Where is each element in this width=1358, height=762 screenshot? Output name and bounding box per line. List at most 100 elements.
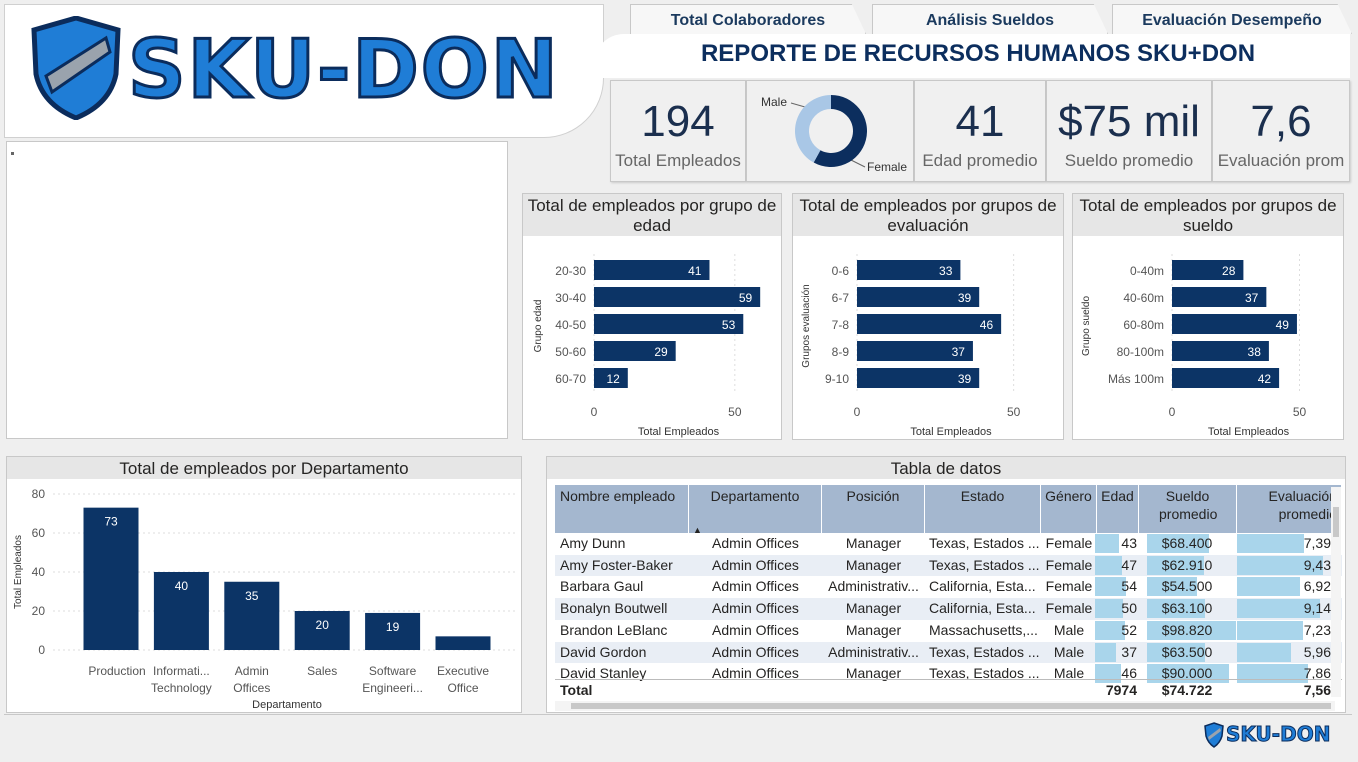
x-tick-label: 50	[728, 405, 742, 419]
table-row[interactable]: Amy Dunn Admin Offices Manager Texas, Estad…	[555, 533, 1342, 555]
table-row[interactable]: Amy Foster-Baker Admin Offices Manager Texa…	[555, 554, 1342, 577]
data-bar	[1237, 620, 1304, 640]
bar	[594, 368, 628, 388]
table-cell: 46	[1121, 665, 1137, 682]
vertical-scrollbar-thumb[interactable]	[1333, 507, 1339, 537]
data-label: 49	[1276, 318, 1290, 332]
chart-grupos-sueldo[interactable]: Total de empleados por grupos de sueldo …	[1072, 193, 1344, 440]
y-tick-label: 20	[32, 604, 46, 618]
x-tick-label: Executive	[437, 664, 489, 678]
data-bar	[1237, 642, 1292, 662]
col-estado[interactable]: Estado	[925, 485, 1041, 533]
y-axis-title: Grupos evaluación	[801, 284, 812, 367]
table-cell: Bonalyn Boutwell	[560, 600, 668, 617]
data-table-panel[interactable]: Tabla de datos Nombre empleado Departame…	[546, 456, 1346, 713]
tab-total-colaboradores[interactable]: Total Colaboradores	[630, 4, 866, 34]
table-row[interactable]: Bonalyn Boutwell Admin Offices Manager Cali…	[555, 598, 1342, 621]
total-label: Total	[560, 682, 593, 698]
chart-title: Total de empleados por Departamento	[7, 457, 521, 479]
table-cell: 47	[1121, 556, 1137, 573]
table-cell: 6,92	[1303, 578, 1331, 595]
y-tick-label: 60-70	[555, 372, 586, 386]
data-bar	[1147, 555, 1204, 575]
table-cell: Amy Dunn	[560, 535, 626, 551]
y-tick-label: 40-60m	[1123, 291, 1164, 305]
col-departamento-label: Departamento	[710, 488, 800, 504]
chart-departamento[interactable]: Total de empleados por Departamento 0 20 4…	[6, 456, 522, 713]
table-row[interactable]: Barbara Gaul Admin Offices Administrativ..…	[555, 576, 1342, 599]
table-cell: David Stanley	[560, 665, 647, 682]
empty-visual-panel[interactable]	[6, 141, 508, 439]
y-tick-label: 60-80m	[1123, 318, 1164, 332]
data-bar	[1095, 620, 1125, 640]
chart-grupo-edad[interactable]: Total de empleados por grupo de edad 0 50…	[522, 193, 782, 440]
table-cell: David Gordon	[560, 643, 647, 660]
table-cell: 52	[1121, 621, 1137, 638]
bar	[594, 341, 676, 361]
table-cell: Manager	[845, 621, 902, 638]
table-cell: Male	[1053, 643, 1085, 660]
y-axis-title: Total Empleados	[13, 535, 24, 609]
kpi-sueldo-promedio: $75 mil Sueldo promedio	[1046, 80, 1212, 182]
kpi-value: 41	[955, 97, 1005, 146]
table-cell: Admin Offices	[712, 643, 799, 660]
col-sueldo-promedio[interactable]: Sueldo promedio	[1139, 485, 1237, 533]
x-tick-label: Production	[88, 664, 145, 678]
total-sueldo: $74.722	[1161, 682, 1213, 698]
y-tick-label: 20-30	[555, 264, 586, 278]
y-tick-label: 40	[32, 565, 46, 579]
data-label: 37	[952, 345, 966, 359]
horizontal-scrollbar[interactable]	[555, 701, 1335, 711]
chart-svg: 0 50 0-6 33 6-7 39 7-8 46 8-9 37 9-10 39 Total Emple…	[801, 254, 1021, 438]
bar	[153, 572, 209, 650]
vertical-scrollbar[interactable]	[1331, 487, 1341, 697]
y-tick-label: 0-40m	[1130, 264, 1164, 278]
data-label: 33	[939, 264, 953, 278]
data-label: 19	[386, 620, 400, 634]
data-bar	[1147, 599, 1205, 619]
table-cell: Admin Offices	[712, 535, 799, 551]
x-tick-label: 0	[854, 405, 861, 419]
bar	[294, 611, 350, 650]
table-cell: Admin Offices	[712, 578, 799, 595]
horizontal-scrollbar-thumb[interactable]	[571, 703, 1331, 709]
data-bar	[1237, 534, 1305, 553]
table-row[interactable]: David Gordon Admin Offices Administrativ..…	[555, 641, 1342, 664]
x-axis-title: Total Empleados	[910, 426, 992, 438]
placeholder-dot	[11, 152, 14, 155]
col-nombre-empleado[interactable]: Nombre empleado	[555, 485, 689, 533]
col-posicion[interactable]: Posición	[822, 485, 925, 533]
tab-evaluacion-desempeno[interactable]: Evaluación Desempeño	[1112, 4, 1352, 34]
col-evaluacion-promedio[interactable]: Evaluación promedio	[1237, 485, 1342, 533]
table-cell: 37	[1121, 643, 1137, 660]
table-cell: 43	[1121, 535, 1137, 551]
data-label: 59	[739, 291, 753, 305]
data-bar	[1095, 642, 1117, 662]
data-label: 12	[606, 372, 620, 386]
chart-title: Total de empleados por grupos de evaluac…	[793, 194, 1063, 236]
x-tick-label: Offices	[233, 681, 270, 695]
col-edad[interactable]: Edad	[1097, 485, 1139, 533]
table-cell: Admin Offices	[712, 665, 799, 682]
tab-analisis-sueldos[interactable]: Análisis Sueldos	[872, 4, 1108, 34]
table-cell: California, Esta...	[929, 600, 1036, 617]
table-row[interactable]: Brandon LeBlanc Admin Offices Manager Massa…	[555, 619, 1342, 642]
y-tick-label: 50-60	[555, 345, 586, 359]
kpi-label: Evaluación prom	[1217, 151, 1345, 170]
col-genero[interactable]: Género	[1041, 485, 1097, 533]
bar	[1172, 368, 1280, 388]
footer-logo-text: SKU-DON	[1225, 722, 1331, 747]
data-bar	[1147, 577, 1197, 597]
table-cell: Male	[1053, 665, 1085, 682]
x-tick-label: Technology	[151, 681, 212, 695]
donut-male-label: Male	[761, 95, 787, 109]
data-bar	[1095, 599, 1124, 619]
bar	[857, 260, 961, 280]
x-tick-label: Informati...	[153, 664, 210, 678]
col-departamento[interactable]: Departamento ▲	[689, 485, 822, 535]
footer-bar	[4, 714, 1352, 758]
chart-grupos-evaluacion[interactable]: Total de empleados por grupos de evaluac…	[792, 193, 1064, 440]
chart-title: Total de empleados por grupos de sueldo	[1073, 194, 1343, 236]
x-axis-title: Total Empleados	[638, 426, 720, 438]
data-bar	[1237, 577, 1300, 597]
